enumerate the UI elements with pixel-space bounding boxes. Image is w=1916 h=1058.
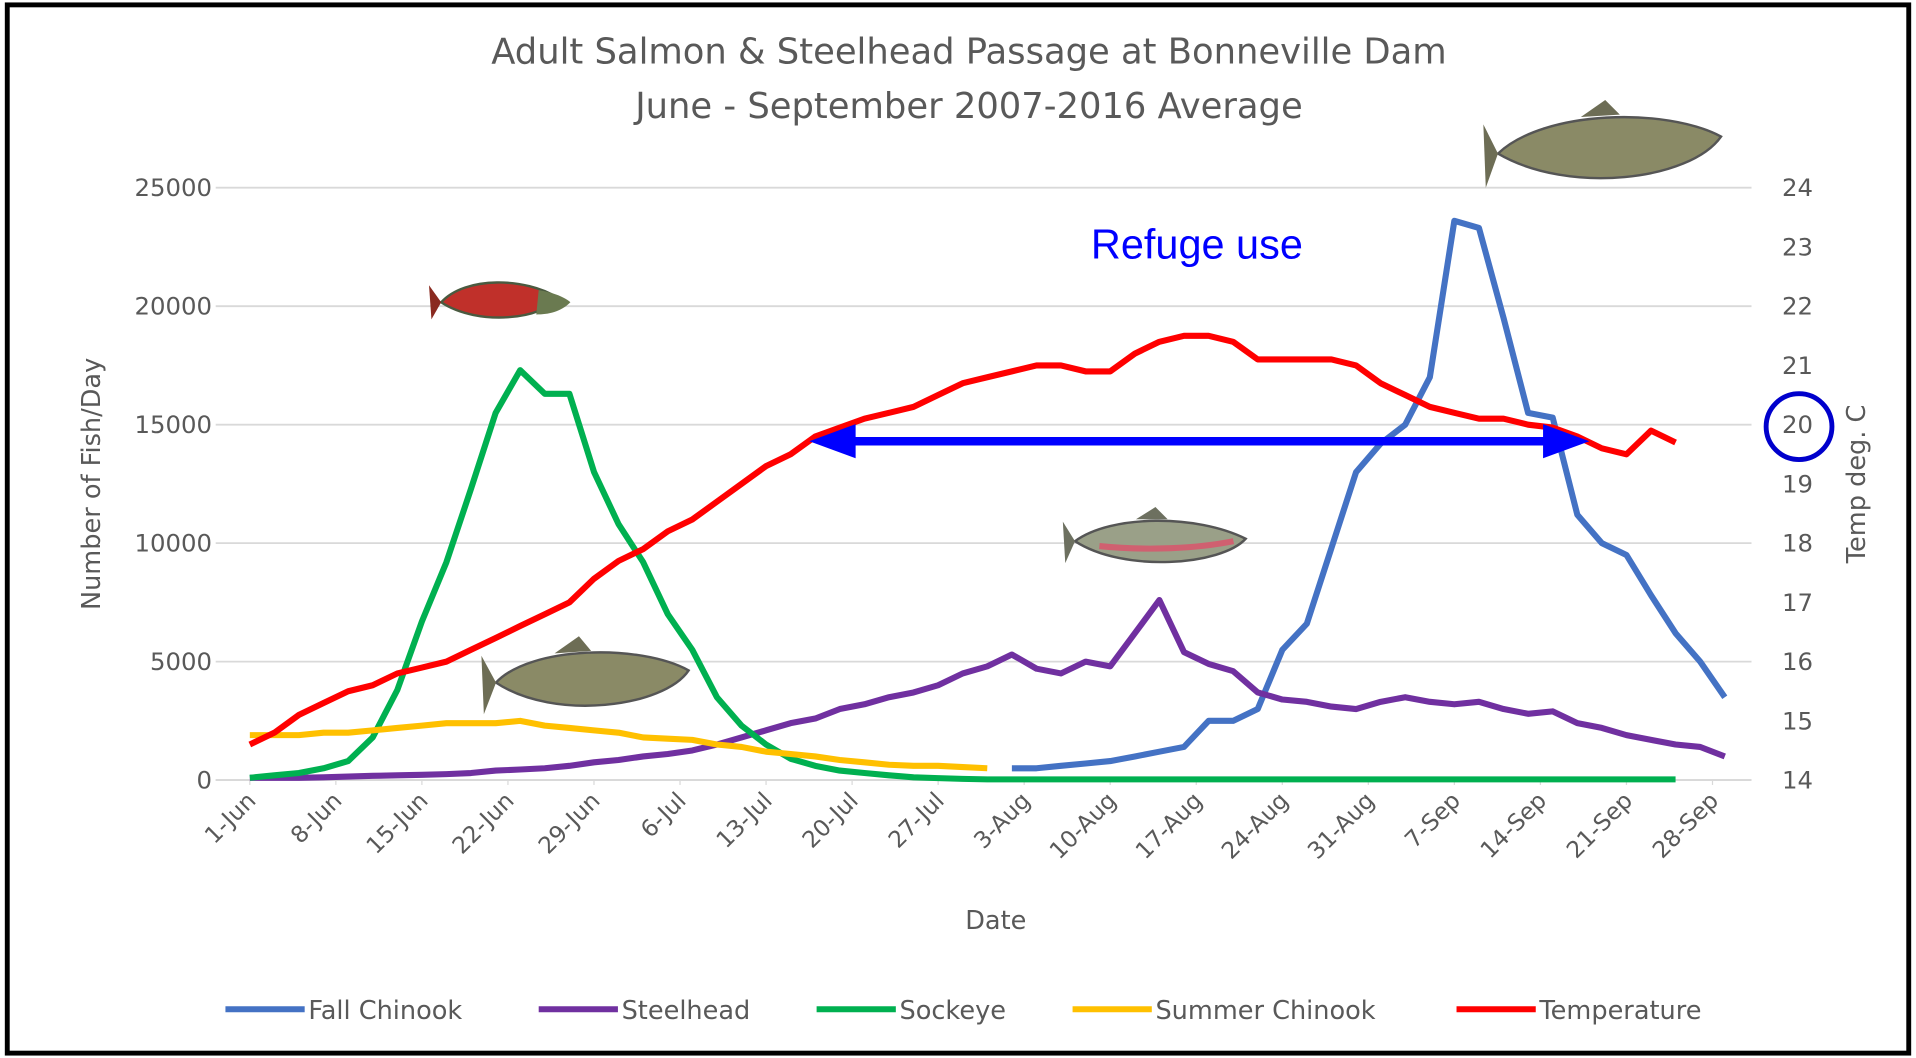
y-tick-label: 5000	[150, 647, 212, 676]
fish-icon	[429, 281, 571, 320]
annotation: Refuge use	[1091, 220, 1303, 267]
chart-title: Adult Salmon & Steelhead Passage at Bonn…	[491, 31, 1446, 72]
y2-tick-label: 16	[1782, 647, 1813, 676]
y2-tick-label: 17	[1782, 588, 1813, 617]
fish-icon	[1062, 507, 1248, 564]
legend-label: Summer Chinook	[1155, 996, 1375, 1026]
legend-item: Temperature	[1456, 996, 1701, 1026]
highlight-circle	[1763, 391, 1835, 462]
arrow-head	[809, 424, 856, 459]
series-line	[249, 717, 988, 772]
y2-tick-label: 23	[1782, 232, 1813, 261]
legend-label: Fall Chinook	[308, 996, 462, 1026]
y2-tick-label: 18	[1782, 529, 1813, 558]
arrow-head	[1543, 424, 1590, 459]
legend-item: Summer Chinook	[1072, 996, 1376, 1026]
y-axis-label: Number of Fish/Day	[77, 358, 107, 610]
legend-item: Sockeye	[816, 996, 1006, 1026]
y2-tick-label: 24	[1782, 173, 1813, 202]
y2-tick-label: 19	[1782, 469, 1813, 498]
y2-tick-label: 20	[1782, 410, 1813, 439]
legend-label: Sockeye	[899, 996, 1005, 1026]
chart-subtitle: June - September 2007-2016 Average	[633, 86, 1303, 127]
y2-tick-label: 14	[1782, 766, 1813, 795]
fish-icon	[481, 636, 691, 715]
legend: Fall Chinook Steelhead Sockeye Summer Chino…	[225, 996, 1701, 1026]
legend-label: Steelhead	[622, 996, 751, 1026]
y-tick-label: 25000	[135, 173, 213, 202]
legend-item: Fall Chinook	[225, 996, 462, 1026]
y2-tick-label: 22	[1782, 292, 1813, 321]
x-axis-label: Date	[965, 906, 1026, 936]
series-line	[1011, 217, 1728, 772]
y-tick-label: 15000	[135, 410, 213, 439]
y-tick-label: 10000	[135, 529, 213, 558]
plot-area	[248, 217, 1728, 783]
y-tick-label: 0	[197, 766, 213, 795]
series-line	[248, 332, 1677, 748]
legend-label: Temperature	[1538, 996, 1701, 1026]
y2-axis-label: Temp deg. C	[1842, 405, 1872, 565]
fish-icon	[1483, 99, 1723, 188]
y-tick-label: 20000	[135, 292, 213, 321]
legend-item: Steelhead	[538, 996, 751, 1026]
y2-tick-label: 21	[1782, 351, 1813, 380]
series-line	[249, 597, 1726, 781]
refuge-arrow	[809, 424, 1590, 459]
series-line	[249, 367, 1676, 783]
y2-tick-label: 15	[1782, 706, 1813, 735]
